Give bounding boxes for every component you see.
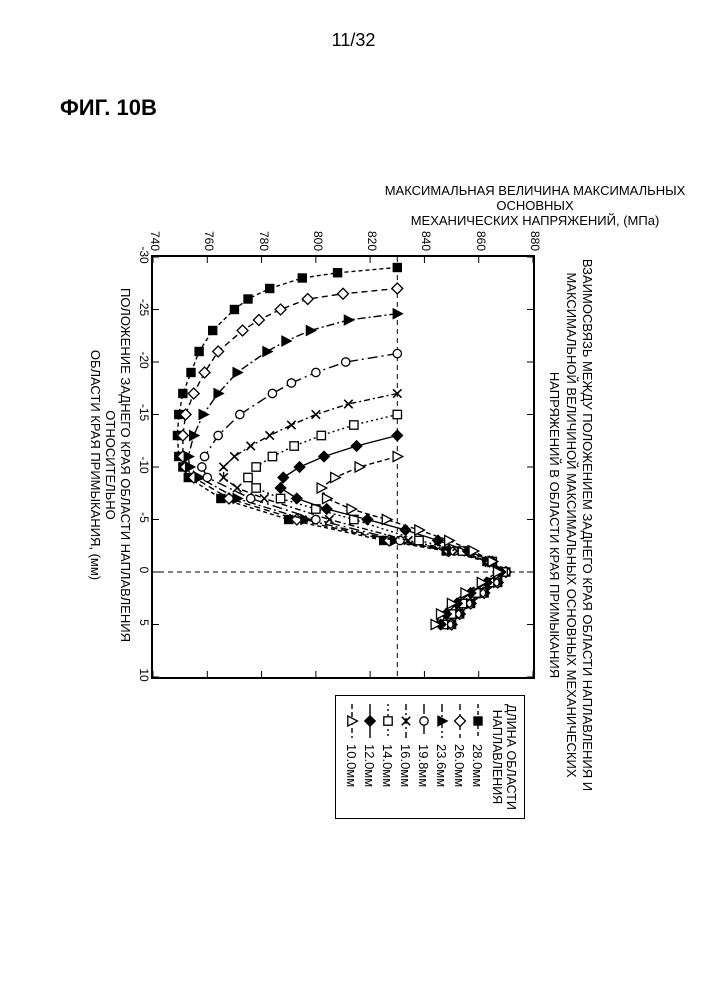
- page-number: 11/32: [0, 30, 707, 51]
- y-tick-label: 800: [311, 221, 325, 251]
- legend-label: 23.6мм: [435, 744, 450, 787]
- chart-title: ВЗАИМОСВЯЗЬ МЕЖДУ ПОЛОЖЕНИЕМ ЗАДНЕГО КРА…: [546, 255, 595, 795]
- x-tick-label: -10: [137, 453, 151, 477]
- legend-item: 14.0мм: [380, 704, 396, 810]
- y-tick-label: 880: [528, 221, 542, 251]
- y-tick-label: 760: [202, 221, 216, 251]
- plot-box: [151, 255, 535, 679]
- legend-title: ДЛИНА ОБЛАСТИНАПЛАВЛЕНИЯ: [490, 704, 518, 810]
- legend-label: 14.0мм: [381, 744, 396, 787]
- x-tick-label: 0: [137, 558, 151, 582]
- legend-item: 19.8мм: [416, 704, 432, 810]
- legend-label: 26.0мм: [453, 744, 468, 787]
- x-tick-label: -25: [137, 296, 151, 320]
- figure-label: ФИГ. 10B: [60, 95, 157, 121]
- legend: ДЛИНА ОБЛАСТИНАПЛАВЛЕНИЯ 28.0мм26.0мм23.6…: [335, 695, 525, 819]
- x-tick-label: -20: [137, 348, 151, 372]
- x-tick-label: 10: [137, 663, 151, 687]
- y-tick-label: 780: [257, 221, 271, 251]
- legend-item: 10.0мм: [344, 704, 360, 810]
- legend-item: 16.0мм: [398, 704, 414, 810]
- legend-item: 12.0мм: [362, 704, 378, 810]
- legend-item: 26.0мм: [452, 704, 468, 810]
- chart-area: ВЗАИМОСВЯЗЬ МЕЖДУ ПОЛОЖЕНИЕМ ЗАДНЕГО КРА…: [115, 135, 595, 895]
- legend-item: 23.6мм: [434, 704, 450, 810]
- y-tick-label: 820: [365, 221, 379, 251]
- legend-label: 10.0мм: [345, 744, 360, 787]
- chart-svg: [153, 257, 533, 677]
- y-tick-label: 740: [148, 221, 162, 251]
- x-tick-label: -15: [137, 401, 151, 425]
- x-tick-label: 5: [137, 611, 151, 635]
- legend-item: 28.0мм: [470, 704, 486, 810]
- y-tick-label: 860: [474, 221, 488, 251]
- x-tick-label: -5: [137, 506, 151, 530]
- y-tick-label: 840: [419, 221, 433, 251]
- legend-label: 28.0мм: [471, 744, 486, 787]
- legend-label: 16.0мм: [399, 744, 414, 787]
- legend-label: 19.8мм: [417, 744, 432, 787]
- legend-label: 12.0мм: [363, 744, 378, 787]
- page-root: 11/32 ФИГ. 10B ВЗАИМОСВЯЗЬ МЕЖДУ ПОЛОЖЕН…: [0, 0, 707, 1000]
- x-axis-label: ПОЛОЖЕНИЕ ЗАДНЕГО КРАЯ ОБЛАСТИ НАПЛАВЛЕН…: [88, 255, 133, 675]
- y-axis-label: МАКСИМАЛЬНАЯ ВЕЛИЧИНА МАКСИМАЛЬНЫХ ОСНОВ…: [345, 183, 707, 228]
